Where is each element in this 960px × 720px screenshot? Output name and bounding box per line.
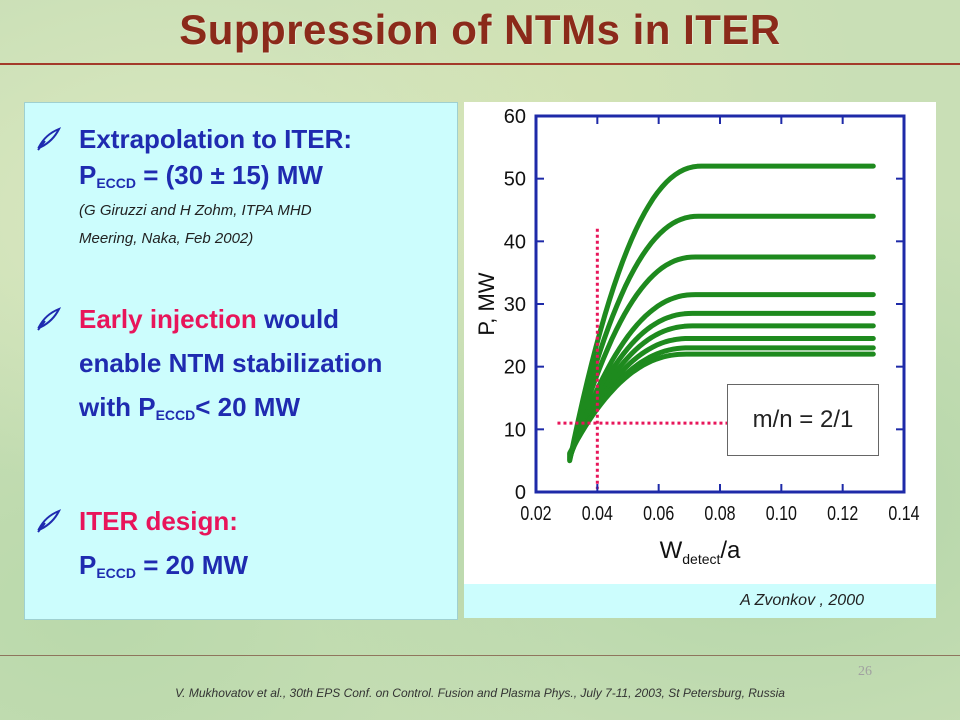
text-panel: Extrapolation to ITER: PECCD = (30 ± 15)… [24,102,458,620]
bullet-2-line-3: with PECCD< 20 MW [79,385,300,437]
power-curve [567,213,876,463]
footer-divider [0,655,960,656]
formula-value: < 20 MW [195,392,300,422]
bullet-1-heading: Extrapolation to ITER: [79,124,352,154]
early-injection-highlight: Early injection [79,304,257,334]
x-tick-label: 0.06 [643,502,674,524]
formula-subscript: ECCD [96,175,137,191]
caption-band [464,584,936,618]
chart-panel: 0.02 0.04 0.06 0.08 0.10 0.12 0.14 0 10 20 30 40 50 6… [464,102,936,618]
y-tick-label: 20 [504,357,526,379]
formula-value: = (30 ± 15) MW [136,160,323,190]
power-curve [567,163,876,464]
y-tick-label: 10 [504,419,526,441]
page-number: 26 [858,664,872,679]
x-tick-label: 0.04 [582,502,613,524]
bullet-2-line-2: enable NTM stabilization [79,348,383,378]
chart-credit: A Zvonkov , 2000 [740,592,864,609]
slide-title: Suppression of NTMs in ITER [179,6,781,53]
power-curve [567,351,876,456]
x-tick-label: 0.02 [520,502,551,524]
mode-annotation-box: m/n = 2/1 [727,384,879,456]
x-axis-label: Wdetect/a [660,537,741,567]
formula-p: P [79,160,97,190]
quill-pen-icon [37,307,62,331]
x-tick-label: 0.12 [827,502,858,524]
y-axis-label: P, MW [474,272,499,335]
quill-pen-icon [37,509,62,533]
y-tick-label: 60 [504,106,526,128]
bullet-2-rest: would [256,304,340,334]
y-tick-label: 0 [515,482,526,504]
title-divider [0,63,960,65]
footer-citation: V. Mukhovatov et al., 30th EPS Conf. on … [175,686,785,700]
bullet-1-formula: PECCD = (30 ± 15) MW [79,153,323,205]
ncd-power-chart: 0.02 0.04 0.06 0.08 0.10 0.12 0.14 0 10 20 30 40 50 6… [474,106,920,567]
formula-subscript: ECCD [155,407,196,423]
bullet-2-line-1: Early injection would [79,297,339,341]
bullet-3-formula: PECCD = 20 MW [79,543,248,595]
citation-line-2: Meering, Naka, Feb 2002) [79,230,254,247]
bullet-3-heading: ITER design: [79,499,238,543]
formula-value: = 20 MW [136,550,248,580]
quill-pen-icon [37,127,62,151]
formula-subscript: ECCD [96,565,137,581]
power-curve [567,254,876,462]
x-tick-label: 0.10 [766,502,797,524]
y-tick-label: 40 [504,231,526,253]
iter-design-label: ITER design: [79,506,238,536]
x-tick-label: 0.08 [704,502,735,524]
citation-line-1: (G Giruzzi and H Zohm, ITPA MHD [79,202,312,219]
formula-p: P [79,550,97,580]
y-tick-label: 50 [504,169,526,191]
x-tick-label: 0.14 [888,502,919,524]
with-p: with P [79,392,156,422]
y-tick-label: 30 [504,294,526,316]
